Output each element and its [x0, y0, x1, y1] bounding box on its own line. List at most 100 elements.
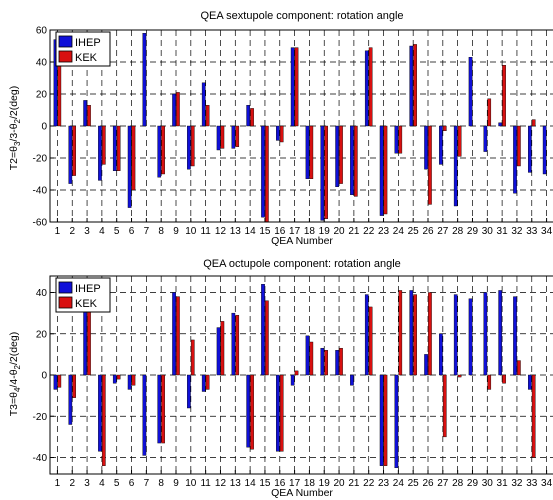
bar-ihep: [187, 125, 191, 170]
bar-kek: [309, 341, 314, 376]
bar-kek: [428, 292, 432, 376]
bar-kek: [531, 374, 536, 458]
x-tick-label: 11: [200, 226, 211, 237]
x-tick-label: 33: [526, 226, 538, 237]
bar-ihep: [98, 125, 102, 181]
bar-ihep: [320, 347, 325, 376]
bar-ihep: [127, 374, 132, 390]
bar-kek: [353, 125, 358, 197]
x-tick-label: 5: [114, 226, 120, 237]
x-tick-label: 34: [541, 226, 553, 237]
y-tick-label: 20: [36, 329, 48, 340]
bar-kek: [324, 125, 328, 220]
x-tick-label: 10: [185, 226, 197, 237]
bar-kek: [205, 104, 210, 127]
y-tick-label: -40: [33, 453, 48, 464]
bar-kek: [190, 339, 195, 376]
x-tick-label: 3: [84, 226, 90, 237]
legend: IHEP KEK: [55, 277, 111, 313]
bar-ihep: [112, 374, 117, 384]
x-tick-label: 20: [333, 478, 345, 489]
bar-kek: [250, 374, 254, 450]
legend-swatch-kek: [58, 296, 73, 309]
bar-ihep: [409, 45, 414, 127]
chart-title: QEA sextupole component: rotation angle: [200, 10, 403, 22]
x-tick-label: 28: [452, 226, 464, 237]
legend-label-kek: KEK: [75, 298, 98, 310]
bar-kek: [220, 321, 225, 376]
x-tick-label: 7: [144, 226, 150, 237]
bar-ihep: [305, 125, 310, 179]
bar-kek: [101, 374, 106, 466]
bar-ihep: [453, 294, 458, 376]
bar-kek: [309, 125, 314, 179]
x-tick-label: 26: [422, 478, 434, 489]
bar-ihep: [528, 125, 532, 173]
bar-ihep: [276, 374, 280, 452]
legend-label-ihep: IHEP: [75, 283, 101, 295]
bar-ihep: [142, 33, 147, 127]
x-tick-label: 30: [482, 226, 494, 237]
bar-kek: [502, 374, 506, 384]
bar-ihep: [290, 47, 295, 127]
x-tick-label: 24: [393, 226, 405, 237]
bar-ihep: [261, 125, 265, 218]
bar-ihep: [216, 125, 221, 151]
bar-ihep: [528, 374, 532, 390]
x-tick-label: 1: [55, 226, 61, 237]
bar-kek: [368, 47, 373, 127]
bar-kek: [368, 306, 373, 376]
x-tick-label: 5: [114, 478, 120, 489]
bar-ihep: [498, 290, 503, 376]
x-tick-label: 13: [230, 478, 242, 489]
bar-ihep: [364, 294, 369, 376]
bar-kek: [101, 125, 106, 165]
bar-kek: [457, 125, 462, 157]
bar-kek: [428, 125, 432, 205]
bar-ihep: [379, 125, 384, 216]
legend-swatch-ihep: [58, 35, 73, 48]
x-tick-label: 1: [55, 478, 61, 489]
bar-ihep: [157, 125, 162, 178]
x-tick-label: 16: [274, 226, 286, 237]
bar-ihep: [513, 296, 517, 376]
bar-kek: [457, 374, 462, 378]
y-tick-label: 40: [36, 288, 48, 299]
bar-ihep: [187, 374, 191, 409]
x-tick-label: 23: [378, 226, 390, 237]
bar-ihep: [379, 374, 384, 466]
bar-ihep: [364, 50, 369, 127]
y-tick-label: 40: [36, 58, 48, 69]
bar-kek: [398, 125, 403, 154]
x-tick-label: 20: [333, 226, 345, 237]
y-tick-label: 0: [41, 122, 47, 133]
x-tick-label: 3: [84, 478, 90, 489]
bar-kek: [517, 125, 521, 167]
y-tick-label: -60: [33, 218, 48, 229]
bar-ihep: [468, 298, 473, 376]
x-tick-label: 29: [467, 478, 479, 489]
bar-kek: [294, 47, 299, 127]
legend-label-ihep: IHEP: [75, 37, 101, 49]
bar-ihep: [157, 374, 162, 444]
bar-kek: [383, 125, 388, 215]
bar-ihep: [53, 374, 58, 390]
x-tick-label: 9: [173, 478, 179, 489]
sextupole-chart: QEA sextupole component: rotation angle …: [8, 10, 553, 247]
x-tick-label: 31: [497, 478, 509, 489]
bar-ihep: [350, 125, 354, 196]
bar-kek: [235, 125, 240, 147]
x-tick-label: 34: [541, 478, 553, 489]
x-tick-label: 6: [129, 478, 135, 489]
bar-kek: [161, 125, 165, 175]
x-tick-label: 19: [319, 478, 331, 489]
bar-ihep: [409, 290, 414, 376]
y-tick-label: -20: [33, 154, 48, 165]
x-tick-label: 26: [422, 226, 434, 237]
bar-kek: [324, 350, 328, 376]
x-tick-label: 15: [259, 478, 271, 489]
bar-kek: [279, 125, 284, 143]
x-tick-label: 8: [158, 226, 164, 237]
